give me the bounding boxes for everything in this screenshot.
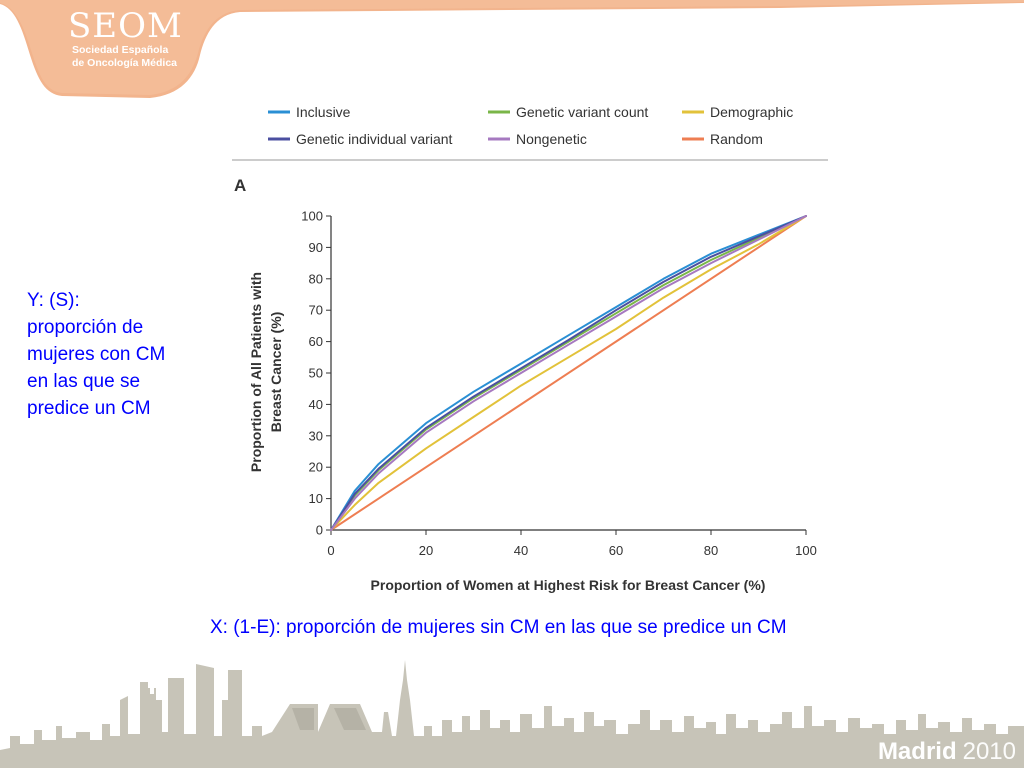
x-tick-label: 80 [704,543,718,558]
x-tick-label: 20 [419,543,433,558]
y-annotation-line: mujeres con CM [27,344,166,365]
logo-shape [0,0,1024,98]
x-tick-label: 40 [514,543,528,558]
panel-label: A [234,176,246,195]
chart-legend: Inclusive Genetic variant count Demographi… [268,104,793,147]
footer-city: Madrid [877,738,957,765]
x-axis-annotation: X: (1-E): proporción de mujeres sin CM e… [210,617,787,638]
legend-label-random: Random [710,131,763,147]
x-tick-label: 60 [609,543,623,558]
y-annotation-line: proporción de [27,317,144,338]
legend-label-genetic-individual-variant: Genetic individual variant [296,131,453,147]
footer-year: 2010 [962,738,1016,765]
y-tick-label: 20 [309,460,323,475]
series-line-demographic [330,215,807,531]
y-axis-label-line1: Proportion of All Patients with [248,272,264,472]
footer-label: Madrid 2010 [878,738,1016,766]
legend-label-demographic: Demographic [710,104,793,120]
x-axis-label: Proportion of Women at Highest Risk for … [371,577,766,593]
y-tick-label: 30 [309,428,323,443]
series-line-nongenetic [330,215,807,531]
seom-logo: SEOM Sociedad Española de Oncología Médi… [0,0,1024,110]
y-tick-label: 40 [309,397,323,412]
y-annotation-line: Y: (S): [27,290,80,311]
logo-subtitle-line1: Sociedad Española [72,44,169,56]
y-tick-label: 10 [309,491,323,506]
legend-label-genetic-variant-count: Genetic variant count [516,104,648,120]
y-axis-label-line2: Breast Cancer (%) [268,312,284,433]
series-line-inclusive [330,215,807,531]
series-line-genetic-individual-variant [330,215,807,531]
chart-series [330,215,807,531]
logo-subtitle-line2: de Oncología Médica [72,57,178,69]
legend-label-nongenetic: Nongenetic [516,131,587,147]
roc-chart: Inclusive Genetic variant count Demographi… [232,104,828,593]
y-tick-label: 60 [309,334,323,349]
x-tick-label: 100 [795,543,817,558]
y-tick-label: 80 [309,271,323,286]
logo-title: SEOM [68,6,183,46]
y-tick-label: 100 [301,209,323,224]
y-tick-label: 70 [309,303,323,318]
y-annotation-line: predice un CM [27,398,151,419]
x-tick-label: 0 [327,543,334,558]
madrid-skyline [0,660,1024,768]
y-tick-label: 50 [309,366,323,381]
y-tick-label: 90 [309,240,323,255]
y-tick-label: 0 [316,523,323,538]
chart-axes: 0 20 40 60 80 100 0 10 20 30 40 50 60 70 80 90 100 [301,209,817,559]
y-annotation-line: en las que se [27,371,141,392]
series-line-genetic-variant-count [330,215,807,531]
legend-label-inclusive: Inclusive [296,104,351,120]
y-axis-annotation: Y: (S): proporción de mujeres con CM en … [27,287,207,422]
series-line-random [330,215,807,531]
